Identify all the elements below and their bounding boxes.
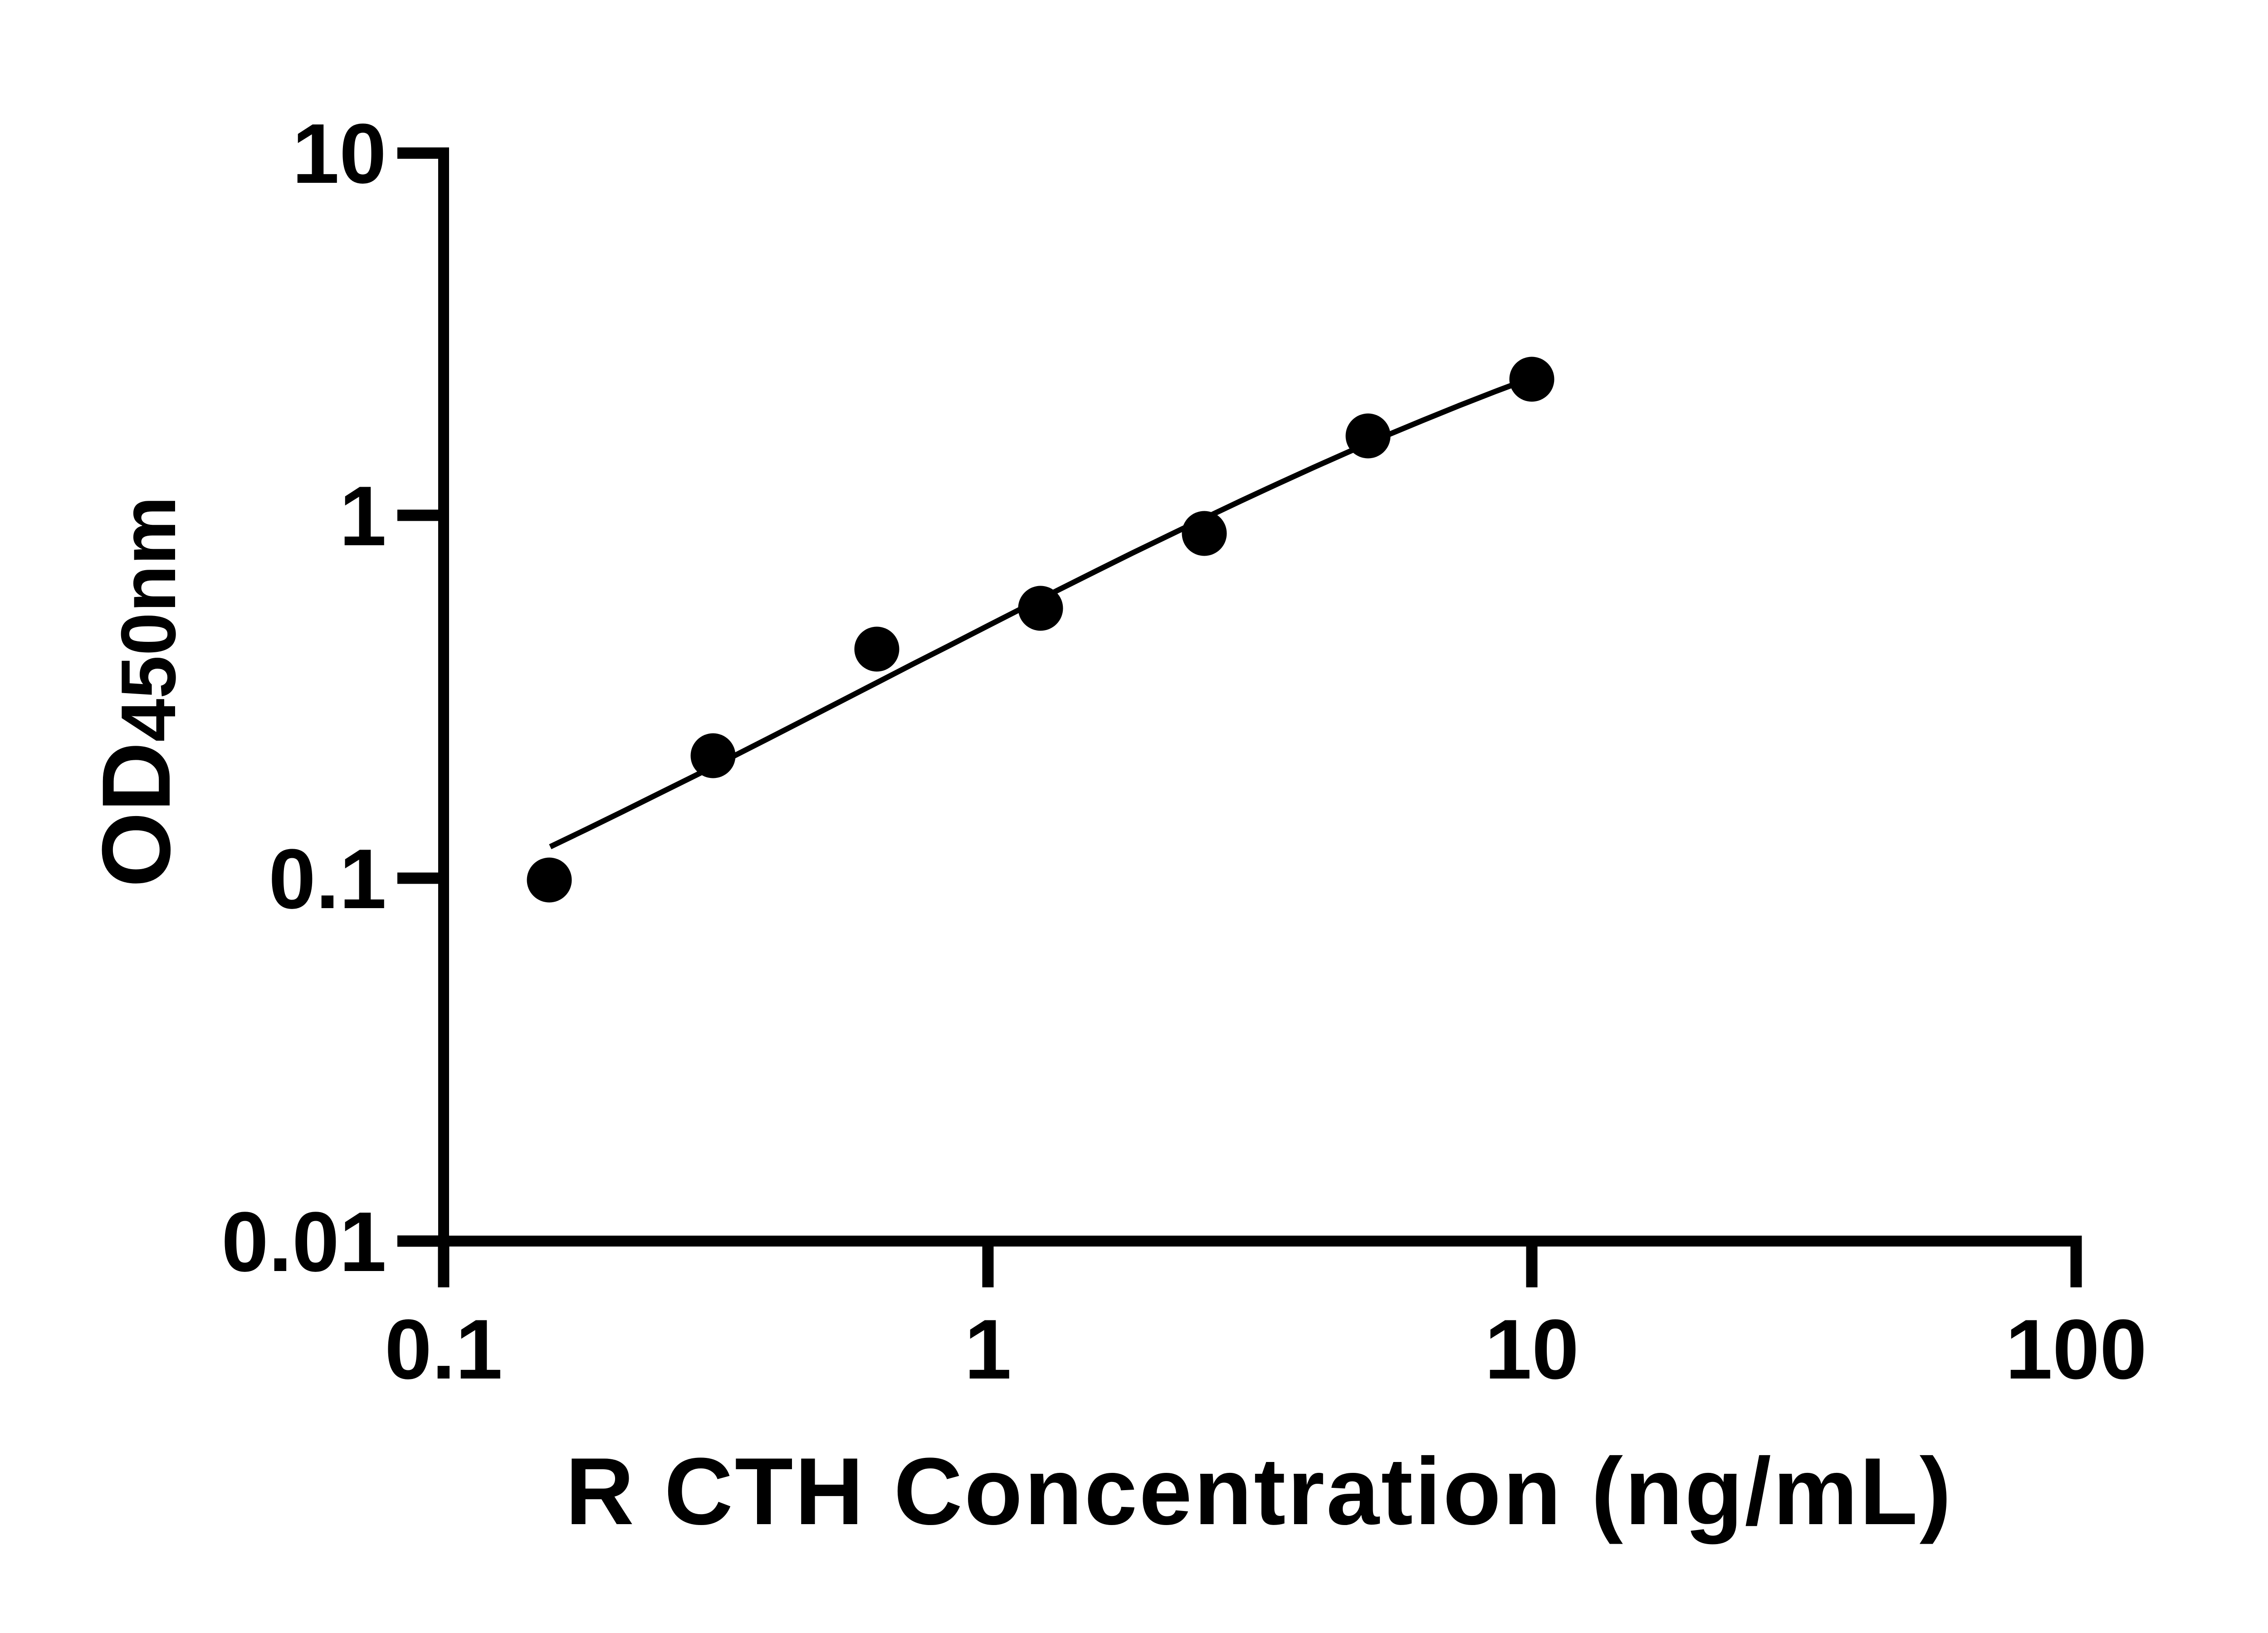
svg-text:10: 10 [1485,1302,1579,1397]
svg-text:1: 1 [964,1302,1012,1397]
svg-text:0.1: 0.1 [385,1302,503,1397]
svg-text:R CTH Concentration (ng/mL): R CTH Concentration (ng/mL) [565,1438,1953,1545]
svg-text:0.1: 0.1 [269,831,386,926]
svg-text:10: 10 [292,106,386,201]
svg-text:0.01: 0.01 [221,1194,386,1289]
svg-text:100: 100 [2005,1302,2147,1397]
svg-text:1: 1 [339,469,386,563]
